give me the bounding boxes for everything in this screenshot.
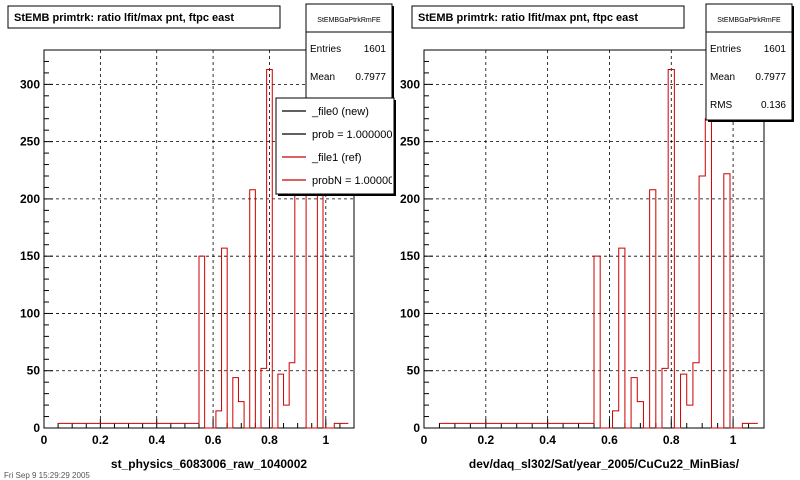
y-tick-label: 300	[400, 77, 420, 91]
stats-value: 1601	[764, 44, 787, 55]
stats-label: Mean	[310, 72, 335, 83]
stats-value: 0.7977	[755, 72, 786, 83]
y-tick-label: 50	[407, 364, 421, 378]
stats-value: 0.136	[761, 100, 786, 111]
legend-entry: _file0 (new)	[311, 106, 369, 118]
y-tick-label: 100	[400, 306, 420, 320]
x-tick-label: 1	[730, 433, 737, 447]
y-tick-label: 0	[413, 421, 420, 435]
x-tick-label: 0.4	[148, 433, 165, 447]
chart-title: StEMB primtrk: ratio lfit/max pnt, ftpc …	[14, 12, 234, 24]
x-tick-label: 0.2	[477, 433, 494, 447]
y-tick-label: 250	[400, 135, 420, 149]
x-tick-label: 0	[421, 433, 428, 447]
stats-label: Entries	[710, 44, 741, 55]
title-box	[7, 5, 281, 29]
x-tick-label: 0.6	[601, 433, 618, 447]
y-tick-label: 50	[27, 364, 41, 378]
chart-title: StEMB primtrk: ratio lfit/max pnt, ftpc …	[418, 12, 638, 24]
x-tick-label: 0.4	[539, 433, 556, 447]
y-tick-label: 200	[400, 192, 420, 206]
x-axis-label: dev/daq_sl302/Sat/year_2005/CuCu22_MinBi…	[469, 457, 740, 471]
y-tick-label: 0	[33, 421, 40, 435]
histogram-panel-1: 0 0.2 0.4 0.6 0.8 1 0 50 100 150 200 250 300 st_physi…	[7, 3, 400, 471]
histogram-panel-2: 0 0.2 0.4 0.6 0.8 1 0 50 100 150 200 250 300 dev/daq_…	[400, 3, 794, 471]
stats-label: Mean	[710, 72, 735, 83]
histogram-series	[58, 68, 349, 429]
stats-value: 0.7977	[355, 72, 386, 83]
y-tick-label: 150	[400, 249, 420, 263]
stats-box	[705, 3, 793, 121]
legend-entry: prob = 1.000000	[312, 129, 392, 141]
y-tick-label: 100	[20, 306, 40, 320]
x-tick-label: 1	[322, 433, 329, 447]
x-tick-label: 0.6	[205, 433, 222, 447]
x-tick-label: 0	[41, 433, 48, 447]
x-tick-label: 0.8	[663, 433, 680, 447]
x-axis-label: st_physics_6083006_raw_1040002	[111, 457, 307, 471]
legend-entry: probN = 1.000000	[312, 175, 400, 187]
stats-title: StEMBGaPtrkRmFE	[317, 17, 381, 24]
legend-box: _file0 (new) prob = 1.000000 _file1 (ref) p…	[275, 97, 400, 196]
legend-entry: _file1 (ref)	[311, 152, 362, 164]
stats-label: Entries	[310, 44, 341, 55]
stats-label: RMS	[710, 100, 733, 111]
title-box	[411, 5, 685, 29]
y-tick-label: 150	[20, 249, 40, 263]
stats-value: 1601	[364, 44, 387, 55]
x-tick-label: 0.8	[261, 433, 278, 447]
x-tick-label: 0.2	[92, 433, 109, 447]
legend-frame	[275, 97, 395, 195]
y-tick-label: 250	[20, 135, 40, 149]
histogram-series	[439, 68, 758, 429]
footer-timestamp: Fri Sep 9 15:29:29 2005	[4, 471, 90, 480]
y-tick-label: 300	[20, 77, 40, 91]
stats-box	[305, 3, 393, 111]
y-tick-label: 200	[20, 192, 40, 206]
stats-title: StEMBGaPtrkRmFE	[717, 17, 781, 24]
